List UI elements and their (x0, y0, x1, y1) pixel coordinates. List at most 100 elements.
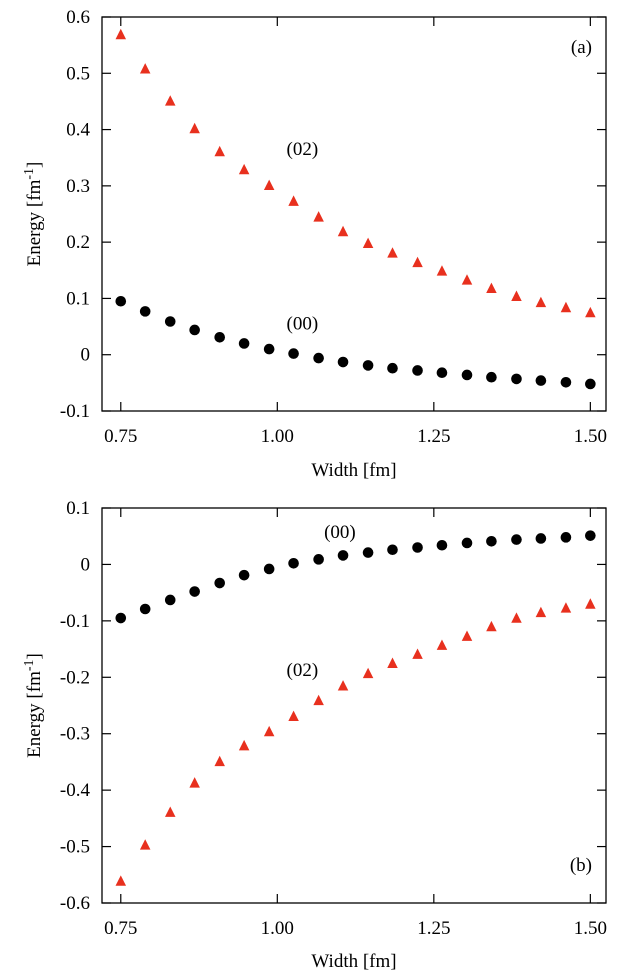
y-tick-label: 0 (81, 345, 91, 366)
y-axis-label-main: Energy [fm (24, 671, 45, 758)
data-point-circle (139, 306, 151, 317)
x-tick-label: 1.00 (261, 426, 294, 447)
data-point-triangle (511, 290, 522, 301)
panel-label: (a) (571, 37, 592, 58)
data-point-triangle (263, 179, 275, 191)
data-point-circle (412, 365, 423, 376)
data-point-triangle (461, 630, 473, 641)
y-axis-label-superscript: -1 (22, 659, 37, 671)
plot-frame (101, 16, 607, 412)
data-point-circle (164, 316, 176, 327)
data-point-circle (189, 324, 200, 336)
data-point-triangle (511, 612, 522, 623)
x-tick-label: 1.25 (417, 918, 450, 939)
data-point-triangle (362, 237, 374, 249)
y-tick-label: -0.1 (60, 611, 90, 632)
data-point-triangle (313, 211, 324, 222)
series-circles (115, 295, 596, 390)
series-circles (115, 530, 596, 624)
data-point-circle (238, 569, 250, 581)
data-point-triangle (585, 598, 596, 609)
data-point-triangle (486, 620, 497, 632)
series-label: (02) (287, 660, 319, 681)
data-point-triangle (535, 606, 547, 618)
data-point-circle (263, 343, 275, 355)
data-point-triangle (412, 648, 423, 659)
y-tick-label: -0.1 (60, 401, 90, 422)
data-point-circle (535, 375, 547, 386)
data-point-triangle (164, 95, 176, 106)
x-tick-label: 1.50 (574, 918, 607, 939)
data-point-circle (115, 612, 127, 624)
y-tick-label: -0.2 (60, 667, 90, 688)
data-point-circle (436, 367, 448, 379)
data-point-triangle (214, 755, 225, 767)
data-point-circle (288, 558, 299, 569)
data-point-circle (387, 362, 398, 374)
data-point-circle (560, 376, 572, 388)
data-point-triangle (337, 225, 349, 237)
y-axis-label-superscript: -1 (22, 168, 37, 180)
data-point-circle (337, 550, 349, 561)
data-point-circle (585, 530, 596, 541)
data-point-circle (164, 594, 176, 606)
data-point-circle (238, 338, 250, 349)
series-label: (00) (287, 313, 319, 334)
data-point-triangle (288, 195, 299, 206)
data-point-circle (585, 378, 596, 390)
y-tick-label: 0.1 (66, 498, 90, 519)
data-point-circle (362, 360, 374, 371)
data-point-circle (288, 348, 299, 359)
x-tick-label: 1.25 (417, 426, 450, 447)
data-point-triangle (139, 839, 151, 850)
y-tick-label: -0.5 (60, 837, 90, 858)
y-axis-label: Energy [fm-1] (22, 162, 46, 267)
x-tick-label: 0.75 (104, 426, 137, 447)
data-point-circle (560, 532, 572, 543)
plot-frame (101, 507, 607, 904)
y-tick-label: 0.3 (66, 176, 90, 197)
x-tick-label: 0.75 (104, 918, 137, 939)
x-tick-label: 1.00 (261, 918, 294, 939)
data-point-circle (461, 537, 473, 549)
panel-a: -0.1 0 0.1 0.2 0.3 0.4 0.5 0.6 0.75 1.00 1.25 1.50 W… (22, 7, 607, 481)
y-axis-label-main: Energy [fm (24, 179, 45, 266)
y-tick-label: -0.6 (60, 893, 90, 914)
y-axis-label-suffix: ] (24, 653, 45, 659)
data-point-circle (461, 369, 473, 381)
data-point-triangle (313, 694, 324, 706)
data-point-circle (412, 542, 423, 553)
data-point-triangle (263, 725, 275, 737)
data-point-triangle (189, 777, 200, 788)
data-point-triangle (337, 680, 349, 691)
data-point-triangle (189, 122, 200, 134)
data-point-triangle (238, 739, 250, 751)
data-point-triangle (238, 163, 250, 175)
data-point-triangle (288, 710, 299, 721)
y-tick-label: 0.2 (66, 232, 90, 253)
data-point-circle (436, 539, 448, 551)
series-label: (00) (324, 522, 356, 543)
y-axis-label: Energy [fm-1] (22, 653, 46, 758)
data-point-circle (337, 356, 349, 368)
data-point-circle (313, 352, 324, 364)
y-tick-label: 0.5 (66, 63, 90, 84)
data-point-triangle (560, 602, 572, 613)
data-point-triangle (412, 256, 423, 268)
data-point-triangle (139, 63, 151, 74)
data-point-circle (263, 563, 275, 575)
data-point-circle (387, 544, 398, 556)
series-triangles (115, 598, 596, 886)
y-axis-label-suffix: ] (24, 162, 45, 168)
data-point-circle (535, 533, 547, 544)
data-point-triangle (362, 667, 374, 679)
data-point-circle (486, 535, 497, 547)
panel-b: -0.6 -0.5 -0.4 -0.3 -0.2 -0.1 0 0.1 0.75 1.00 1.25… (22, 498, 607, 971)
data-point-triangle (535, 296, 547, 308)
data-point-circle (313, 554, 324, 565)
x-axis-label: Width [fm] (311, 951, 396, 971)
series-triangles (115, 28, 596, 318)
data-point-triangle (436, 265, 448, 276)
data-point-triangle (387, 657, 398, 668)
